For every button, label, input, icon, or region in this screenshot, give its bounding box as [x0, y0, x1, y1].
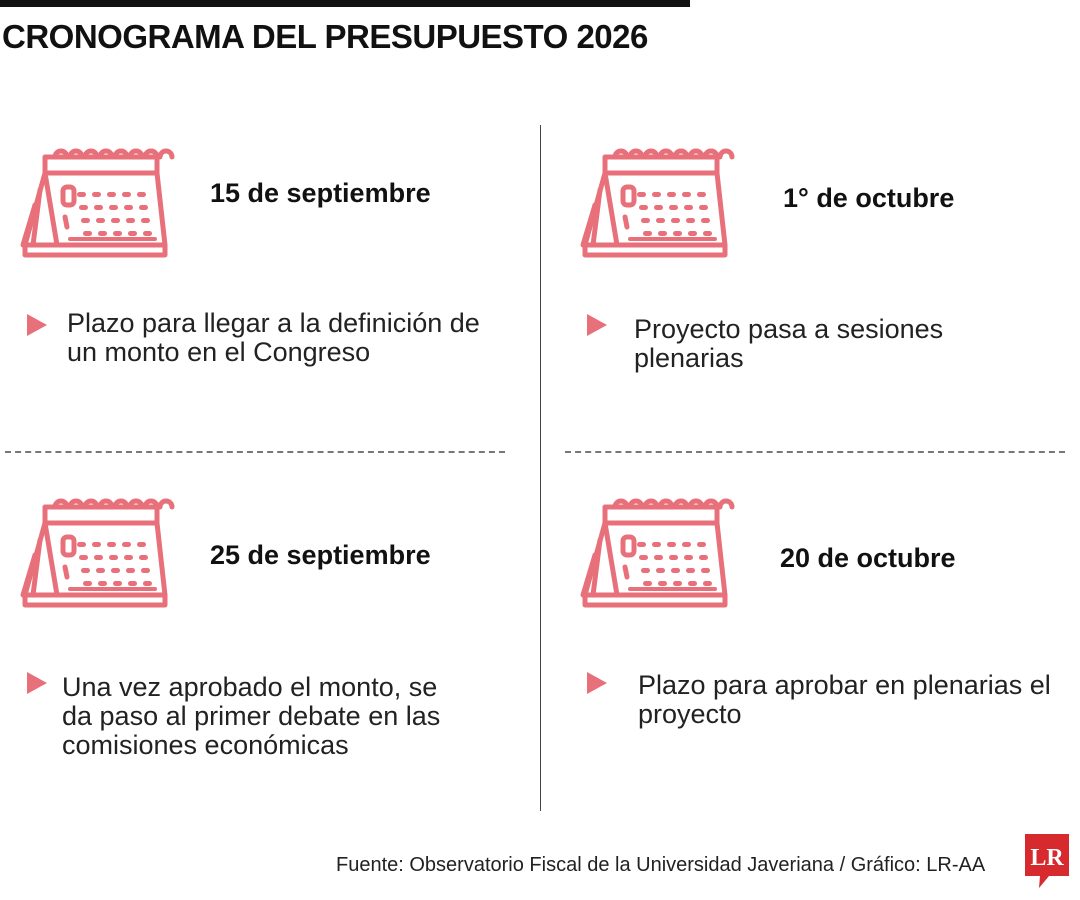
event-description: Proyecto pasa a sesiones plenarias: [634, 314, 944, 373]
svg-text:LR: LR: [1030, 845, 1064, 871]
event-description: Plazo para aprobar en plenarias el proye…: [638, 670, 1051, 729]
top-bar: [0, 0, 690, 7]
bullet-arrow-icon: [27, 672, 47, 694]
event-description: Una vez aprobado el monto, se da paso al…: [62, 672, 441, 760]
bullet-arrow-icon: [27, 314, 47, 336]
bullet-arrow-icon: [587, 672, 607, 694]
page-title: CRONOGRAMA DEL PRESUPUESTO 2026: [2, 18, 648, 55]
horizontal-divider-right: [565, 451, 1065, 453]
event-date: 20 de octubre: [780, 543, 956, 573]
event-description: Plazo para llegar a la definición de un …: [67, 308, 480, 367]
lr-logo: LR: [1025, 834, 1069, 888]
event-date: 1° de octubre: [783, 183, 955, 213]
calendar-icon: [15, 145, 183, 260]
calendar-icon: [575, 495, 743, 610]
bullet-arrow-icon: [587, 314, 607, 336]
event-date: 25 de septiembre: [210, 540, 431, 570]
source-note: Fuente: Observatorio Fiscal de la Univer…: [336, 854, 986, 876]
vertical-divider: [540, 125, 541, 811]
event-date: 15 de septiembre: [210, 178, 431, 208]
calendar-icon: [15, 495, 183, 610]
horizontal-divider-left: [5, 451, 505, 453]
calendar-icon: [575, 145, 743, 260]
